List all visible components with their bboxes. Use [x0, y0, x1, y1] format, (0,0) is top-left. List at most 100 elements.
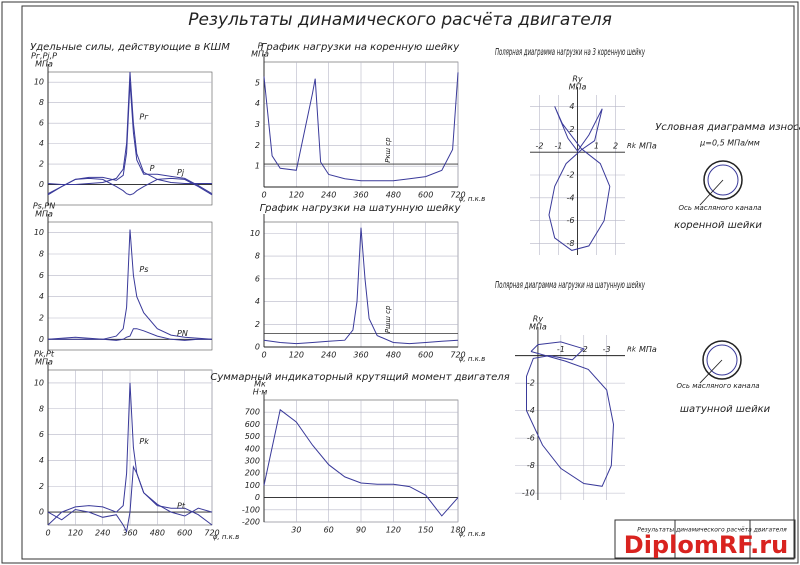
y-tick-label: -6	[567, 216, 575, 225]
y-tick-label: 700	[245, 408, 260, 417]
y-tick-label: 3	[255, 120, 260, 129]
y-axis-label: Pг,Pj,P	[31, 52, 57, 61]
series-label: PN	[177, 329, 188, 338]
title-block-name: Результаты динамического расчёта двигате…	[637, 527, 787, 534]
x-tick-label: 480	[386, 191, 401, 200]
x-tick-label: 30	[291, 526, 301, 535]
series-line	[47, 465, 213, 534]
x-tick-label: 2	[613, 142, 618, 151]
x-tick-label: 360	[353, 191, 368, 200]
y-tick-label: 4	[255, 99, 260, 108]
series-label: P	[150, 164, 155, 173]
y-tick-label: 0	[39, 508, 44, 517]
series-line	[263, 72, 459, 182]
y-tick-label: -6	[527, 434, 535, 443]
journal-circle	[703, 160, 743, 200]
y-tick-label: 0	[255, 343, 260, 352]
wear-caption: шатунной шейки	[680, 404, 771, 415]
mean-label: Pкш ср	[384, 137, 392, 163]
mean-label: Pшш ср	[384, 305, 392, 333]
chart-title: График нагрузки на коренную шейку	[261, 42, 460, 53]
y-tick-label: 6	[39, 119, 44, 128]
leader	[699, 359, 723, 384]
y-tick-label: 4	[39, 139, 44, 148]
x-tick-label: -3	[603, 345, 611, 354]
x-tick-label: 1	[594, 142, 599, 151]
x-tick-label: 90	[356, 526, 366, 535]
x-tick-label: -2	[580, 345, 588, 354]
series-line	[48, 229, 213, 340]
series-line	[47, 82, 213, 195]
wear-caption: коренной шейки	[674, 220, 762, 231]
y-tick-label: -4	[567, 193, 575, 202]
y-tick-label: 4	[39, 456, 44, 465]
y-tick-label: -200	[242, 518, 260, 527]
y-axis-label: Мк	[254, 380, 266, 389]
y-tick-label: 2	[255, 320, 260, 329]
series-label: Pj	[177, 168, 185, 177]
x-tick-label: 720	[450, 191, 465, 200]
y-tick-label: 2	[39, 482, 44, 491]
series-line	[263, 408, 459, 517]
wear-title: Условная диаграмма износа	[655, 122, 800, 133]
x-axis-unit: МПа	[639, 142, 657, 151]
y-tick-label: 4	[569, 102, 574, 111]
y-tick-label: 100	[245, 481, 260, 490]
y-tick-label: 0	[39, 335, 44, 344]
x-tick-label: 120	[68, 529, 83, 538]
x-tick-label: 0	[261, 191, 266, 200]
y-axis-label: P	[258, 42, 263, 51]
x-tick-label: 240	[95, 529, 110, 538]
y-tick-label: 8	[255, 252, 260, 261]
x-tick-label: 600	[418, 191, 433, 200]
leader	[699, 179, 724, 206]
y-tick-label: 6	[255, 274, 260, 283]
y-tick-label: 0	[255, 493, 260, 502]
x-tick-label: 600	[177, 529, 192, 538]
x-tick-label: 480	[150, 529, 165, 538]
x-tick-label: 720	[450, 351, 465, 360]
y-tick-label: 8	[39, 250, 44, 259]
y-tick-label: -2	[527, 379, 535, 388]
series-label: Pt	[177, 502, 186, 511]
y-tick-label: 1	[255, 162, 260, 171]
y-axis-label: Ry	[572, 75, 583, 84]
series-line	[548, 106, 611, 251]
x-axis-label: Rk	[627, 142, 637, 150]
y-tick-label: 8	[39, 404, 44, 413]
journal-circle	[706, 344, 738, 376]
series-label: Pг	[139, 113, 149, 122]
y-axis-unit: МПа	[35, 60, 53, 69]
y-tick-label: -8	[567, 239, 575, 248]
y-axis-label: Ps,PN	[33, 202, 55, 211]
y-tick-label: -2	[567, 171, 575, 180]
oil-axis-label: Ось масляного канала	[676, 382, 759, 390]
series-line	[47, 328, 212, 341]
y-tick-label: 400	[245, 444, 260, 453]
x-axis-label: Rk	[627, 346, 637, 354]
y-tick-label: 0	[39, 180, 44, 189]
series-label: Pk	[139, 437, 149, 446]
y-tick-label: 2	[39, 314, 44, 323]
series-line	[47, 177, 213, 196]
series-label: Ps	[139, 265, 148, 274]
watermark: DiplomRF.ru	[624, 531, 788, 559]
y-tick-label: 2	[255, 141, 260, 150]
x-tick-label: 150	[418, 526, 433, 535]
y-axis-unit: Н·м	[253, 388, 268, 397]
series-line	[47, 382, 213, 526]
y-tick-label: 10	[34, 228, 44, 237]
y-tick-label: 6	[39, 430, 44, 439]
y-axis-unit: МПа	[35, 358, 53, 367]
series-line	[263, 227, 459, 345]
sheet-title: Результаты динамического расчёта двигате…	[188, 10, 612, 30]
y-axis-unit: МПа	[569, 83, 587, 92]
title-block-frame	[614, 519, 796, 559]
chart-title: График нагрузки на шатунную шейку	[260, 203, 462, 214]
y-tick-label: 10	[34, 78, 44, 87]
y-tick-label: -4	[527, 406, 535, 415]
y-tick-label: -10	[522, 489, 535, 498]
series-line	[47, 71, 212, 185]
